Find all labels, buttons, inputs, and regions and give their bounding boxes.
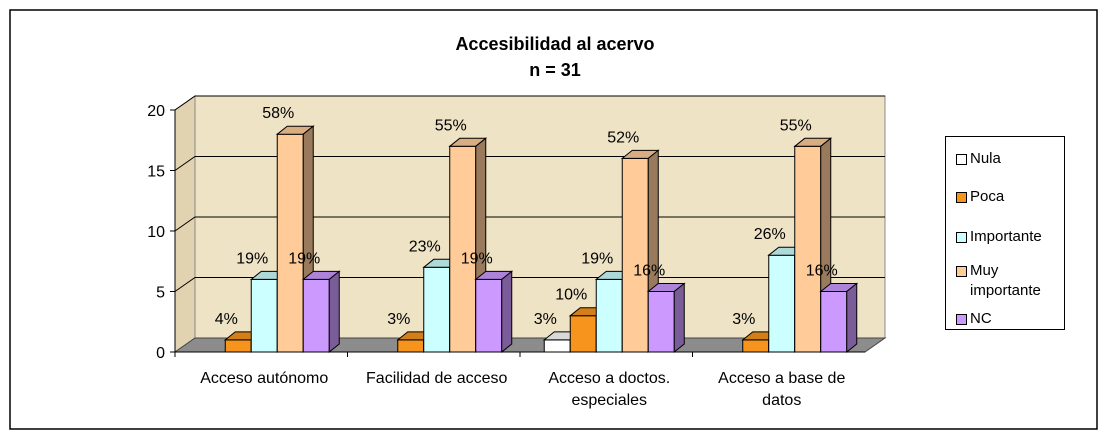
bar-front xyxy=(276,133,304,353)
data-label: 55% xyxy=(435,117,467,134)
data-label: 26% xyxy=(754,226,786,243)
bar xyxy=(474,270,514,354)
bar-side xyxy=(673,282,685,354)
data-label: 3% xyxy=(732,311,755,328)
bar-side xyxy=(846,282,858,354)
bar-front xyxy=(250,278,278,353)
data-label: 23% xyxy=(409,238,441,255)
legend-item: Nula xyxy=(956,149,1064,169)
bar xyxy=(301,270,341,354)
bar-side xyxy=(501,270,513,354)
y-tick-label: 5 xyxy=(156,285,165,302)
bar-front xyxy=(224,339,252,353)
legend-label: Muy importante xyxy=(970,262,1041,299)
bar-front xyxy=(595,278,623,353)
data-label: 10% xyxy=(555,287,587,304)
y-tick-label: 10 xyxy=(147,224,165,241)
x-tick-label: Acceso a doctos. especiales xyxy=(548,370,671,409)
legend-item: NC xyxy=(956,309,1064,329)
bar-front xyxy=(449,145,477,353)
bar xyxy=(275,125,315,354)
data-label: 19% xyxy=(236,250,268,267)
y-tick-label: 0 xyxy=(156,345,165,362)
legend-swatch xyxy=(956,266,967,277)
legend-item: Muy importante xyxy=(956,261,1064,301)
legend-label: Poca xyxy=(970,188,1005,205)
data-label: 4% xyxy=(215,311,238,328)
bar-front xyxy=(794,145,822,353)
data-label: 52% xyxy=(607,129,639,146)
bar-front xyxy=(423,266,451,353)
data-label: 19% xyxy=(461,250,493,267)
legend-swatch xyxy=(956,154,967,165)
data-label: 58% xyxy=(262,105,294,122)
x-tick-label: Acceso autónomo xyxy=(200,370,329,387)
chart-title: Accesibilidad al acervo xyxy=(455,34,654,54)
data-label: 16% xyxy=(633,263,665,280)
x-tick-label: Facilidad de acceso xyxy=(366,370,508,387)
bar xyxy=(646,282,686,354)
bar-front xyxy=(397,339,425,353)
data-label: 3% xyxy=(534,311,557,328)
bar-side xyxy=(328,270,340,354)
legend-swatch xyxy=(956,314,967,325)
bar-front xyxy=(820,291,848,353)
y-tick-label: 15 xyxy=(147,164,165,181)
legend-label: Importante xyxy=(970,228,1042,245)
legend-swatch xyxy=(956,232,967,243)
data-label: 3% xyxy=(387,311,410,328)
grid-line xyxy=(174,95,885,111)
data-label: 16% xyxy=(806,263,838,280)
data-label: 19% xyxy=(581,250,613,267)
legend-swatch xyxy=(956,192,967,203)
y-tick-label: 20 xyxy=(147,103,165,120)
bar-front xyxy=(543,339,571,353)
bar-front xyxy=(569,315,597,353)
legend: Nula Poca Importante Muy importante NC xyxy=(945,136,1065,330)
x-tick-label: Acceso a base de datos xyxy=(718,370,846,409)
bar-front xyxy=(621,157,649,353)
bar-front xyxy=(742,339,770,353)
legend-item: Poca xyxy=(956,187,1064,207)
bar-front xyxy=(302,278,330,353)
bar-front xyxy=(768,254,796,353)
legend-label: Nula xyxy=(970,150,1001,167)
bar xyxy=(819,282,859,354)
chart-subtitle: n = 31 xyxy=(529,60,581,80)
legend-label: NC xyxy=(970,310,992,327)
bar-front xyxy=(647,291,675,353)
bar-front xyxy=(475,278,503,353)
data-label: 19% xyxy=(288,250,320,267)
legend-item: Importante xyxy=(956,227,1064,247)
data-label: 55% xyxy=(780,117,812,134)
